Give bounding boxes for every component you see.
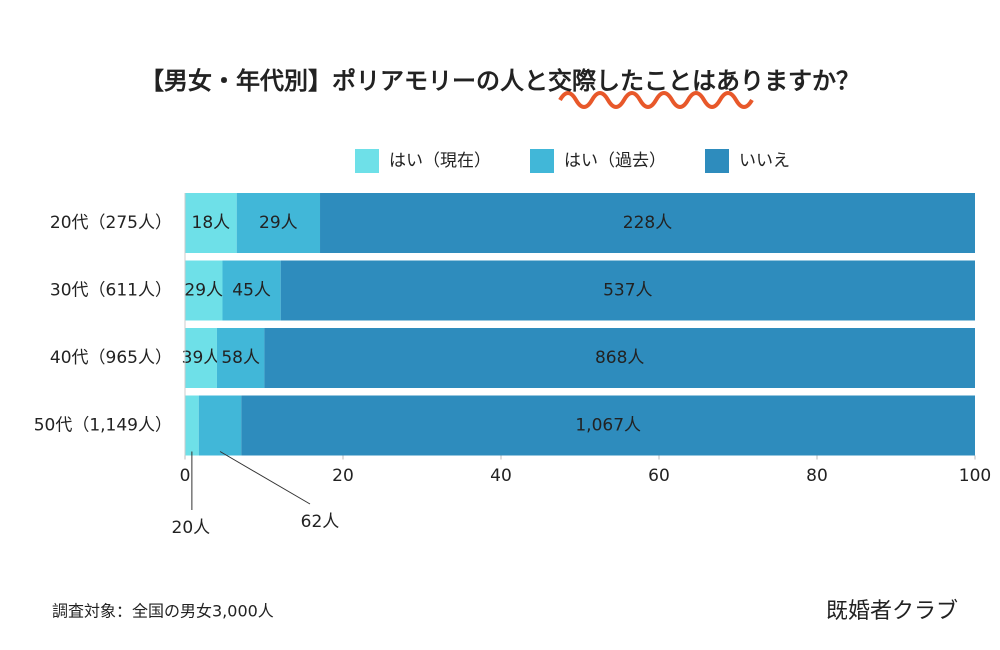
legend-label: はい（現在） [389,151,491,171]
chart-title: 【男女・年代別】ポリアモリーの人と交際したことはありますか？ [140,67,860,95]
value-label: 20人 [172,518,211,538]
value-label: 1,067人 [575,416,641,436]
x-tick-label: 80 [806,466,828,486]
bar-segment [216,328,265,388]
value-label: 18人 [192,213,231,233]
bar-segment [185,395,199,456]
bar-segment [222,260,281,321]
bar-segment [236,193,321,253]
legend-swatch [355,149,379,173]
callout-line [219,451,311,505]
legend-label: はい（過去） [564,151,666,171]
value-label: 45人 [232,281,271,301]
x-tick-label: 40 [490,466,512,486]
bar-segment [264,328,976,388]
value-label: 62人 [301,512,340,532]
legend-swatch [530,149,554,173]
title-decoration [558,91,754,109]
x-tick-label: 20 [332,466,354,486]
bar-segment [198,395,242,456]
y-tick-label: 20代（275人） [50,213,172,233]
bar-segment [241,395,975,456]
source: 既婚者クラブ [826,599,958,624]
value-label: 228人 [623,213,672,233]
bar-segment [185,260,223,321]
value-label: 29人 [259,213,298,233]
bar-segment [185,328,217,388]
bar-segment [185,193,237,253]
legend-label: いいえ [739,151,790,171]
bar-segment [320,193,975,253]
bar-segment [280,260,975,321]
note: 調査対象：全国の男女3,000人 [52,602,274,621]
value-label: 868人 [595,348,644,368]
x-tick-label: 60 [648,466,670,486]
value-label: 537人 [603,281,652,301]
legend-swatch [705,149,729,173]
value-label: 29人 [184,281,223,301]
y-tick-label: 40代（965人） [50,348,172,368]
x-tick-label: 100 [959,466,991,486]
value-label: 39人 [182,348,221,368]
value-label: 58人 [221,348,260,368]
y-tick-label: 30代（611人） [50,281,172,301]
x-tick-label: 0 [180,466,191,486]
y-tick-label: 50代（1,149人） [34,416,172,436]
